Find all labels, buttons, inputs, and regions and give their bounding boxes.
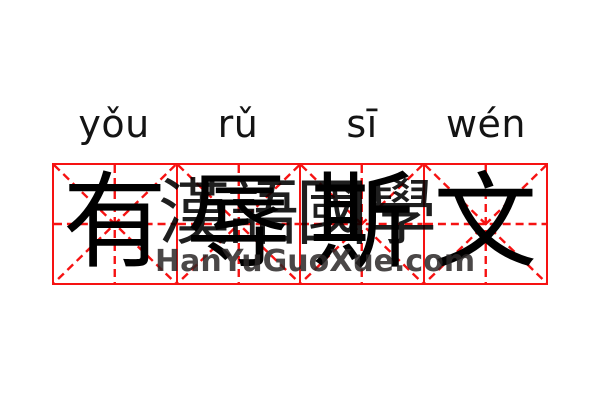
mizige-guides-icon <box>54 165 176 283</box>
hanzi-character-4: 文 <box>433 161 538 283</box>
hanzi-character-2: 辱 <box>186 161 291 283</box>
grid-cell-1: 有 <box>54 165 178 283</box>
mizige-guides-icon <box>424 165 546 283</box>
pinyin-row: yǒu rǔ sī wén <box>52 100 548 148</box>
grid-cell-4: 文 <box>424 161 546 283</box>
mizige-guides-icon <box>301 165 423 283</box>
hanzi-character-1: 有 <box>62 161 167 283</box>
pinyin-syllable-4: wén <box>445 102 527 146</box>
grid-cell-3: 斯 <box>301 165 425 283</box>
pinyin-syllable-3: sī <box>346 102 378 146</box>
writing-grid: 有 辱 斯 <box>52 163 548 285</box>
hanzi-character-3: 斯 <box>309 161 414 283</box>
mizige-guides-icon <box>177 165 299 283</box>
pinyin-syllable-1: yǒu <box>78 102 150 146</box>
grid-cell-2: 辱 <box>177 161 301 283</box>
pinyin-syllable-2: rǔ <box>217 102 259 146</box>
